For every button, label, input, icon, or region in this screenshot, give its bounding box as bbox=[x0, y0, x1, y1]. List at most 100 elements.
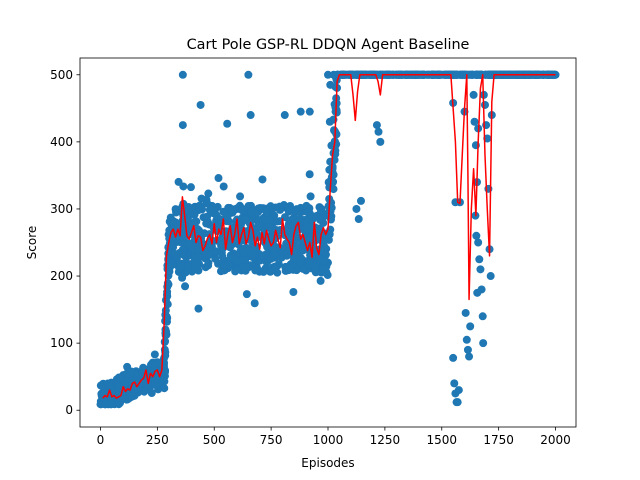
scatter-point bbox=[140, 387, 149, 396]
x-axis-label: Episodes bbox=[301, 456, 354, 470]
scatter-point bbox=[352, 204, 361, 213]
scatter-point bbox=[101, 400, 110, 409]
scatter-point bbox=[319, 246, 328, 255]
axes-frame bbox=[79, 57, 577, 428]
scatter-point bbox=[474, 238, 483, 247]
scatter-point bbox=[465, 352, 474, 361]
scatter-point bbox=[472, 70, 481, 79]
scatter-point bbox=[212, 211, 221, 220]
scatter-point bbox=[324, 70, 332, 79]
scatter-point bbox=[178, 70, 187, 79]
scatter-point bbox=[122, 370, 131, 379]
x-tick-label: 1000 bbox=[313, 433, 344, 447]
x-tick-label: 1250 bbox=[370, 433, 401, 447]
scatter-point bbox=[166, 213, 175, 222]
scatter-point bbox=[120, 379, 129, 388]
scatter-point bbox=[202, 219, 211, 228]
y-tick-label: 200 bbox=[50, 269, 73, 283]
scatter-point bbox=[161, 306, 170, 315]
scatter-point bbox=[167, 260, 176, 269]
scatter-point bbox=[183, 267, 192, 276]
scatter-point bbox=[329, 70, 338, 79]
scatter-point bbox=[161, 337, 170, 346]
scatter-point bbox=[196, 202, 205, 211]
x-tick-label: 1750 bbox=[483, 433, 514, 447]
scatter-point bbox=[258, 175, 267, 184]
scatter-point bbox=[174, 177, 183, 186]
axis-ticks: 0 250 500 750 1000 1250 1500 1750 2000 0 100 200 300… bbox=[50, 68, 571, 447]
scatter-point bbox=[453, 70, 462, 79]
scatter-point bbox=[238, 206, 247, 215]
scatter-point bbox=[472, 231, 481, 240]
scatter-point bbox=[246, 111, 255, 120]
scatter-point bbox=[461, 308, 470, 317]
x-tick-label: 0 bbox=[97, 433, 105, 447]
scatter-point bbox=[178, 245, 187, 254]
scatter-point bbox=[453, 398, 462, 407]
scatter-point bbox=[449, 353, 458, 362]
scatter-point bbox=[150, 350, 159, 359]
x-tick-label: 2000 bbox=[540, 433, 571, 447]
scatter-point bbox=[284, 222, 293, 231]
scatter-point bbox=[161, 367, 170, 376]
scatter-point bbox=[256, 203, 265, 212]
scatter-point bbox=[219, 182, 228, 191]
scatter-point bbox=[240, 248, 249, 257]
y-axis-label: Score bbox=[25, 226, 39, 260]
scatter-point bbox=[263, 242, 272, 251]
scatter-point bbox=[469, 90, 478, 99]
scatter-point bbox=[248, 252, 257, 261]
scatter-point bbox=[177, 238, 186, 247]
scatter-point bbox=[265, 223, 274, 232]
scatter-point bbox=[160, 384, 169, 393]
plot-area bbox=[96, 70, 560, 409]
scatter-point bbox=[293, 207, 302, 216]
scatter-point bbox=[305, 107, 314, 116]
scatter-point bbox=[218, 263, 227, 272]
scatter-point bbox=[202, 213, 211, 222]
scatter-point bbox=[316, 276, 325, 285]
x-tick-label: 250 bbox=[146, 433, 169, 447]
scatter-point bbox=[223, 119, 232, 128]
scatter-point bbox=[204, 189, 213, 198]
scatter-point bbox=[171, 206, 180, 215]
scatter-point bbox=[280, 111, 289, 120]
scatter-point bbox=[296, 257, 305, 266]
scatter-point bbox=[242, 290, 251, 299]
scatter-point bbox=[258, 251, 267, 260]
scatter-point bbox=[154, 359, 163, 368]
scatter-point bbox=[466, 322, 475, 331]
scatter-point bbox=[462, 335, 471, 344]
scatter-point bbox=[372, 121, 381, 130]
scatter-point bbox=[488, 70, 497, 79]
scatter-point bbox=[302, 201, 311, 210]
scatter-point bbox=[265, 215, 274, 224]
scatter-point bbox=[163, 314, 172, 323]
scatter-point bbox=[325, 230, 334, 239]
scatter-point bbox=[175, 264, 184, 273]
scatter-point bbox=[305, 256, 314, 265]
scatter-point bbox=[476, 265, 485, 274]
scatter-point bbox=[239, 262, 248, 271]
scatter-point bbox=[317, 206, 326, 215]
x-tick-label: 500 bbox=[203, 433, 226, 447]
scatter-point bbox=[196, 100, 205, 109]
scatter-point bbox=[171, 250, 180, 259]
y-tick-label: 400 bbox=[50, 135, 73, 149]
scatter-point bbox=[107, 400, 116, 409]
scatter-point bbox=[190, 218, 199, 227]
scatter-point bbox=[160, 377, 169, 386]
scatter-point bbox=[463, 345, 472, 354]
y-tick-label: 300 bbox=[50, 202, 73, 216]
scatter-point bbox=[240, 215, 249, 224]
scatter-point bbox=[181, 282, 190, 291]
scatter-point bbox=[320, 257, 329, 266]
scatter-point bbox=[266, 254, 275, 263]
scatter-point bbox=[450, 379, 459, 388]
scatter-point bbox=[185, 239, 194, 248]
scatter-point bbox=[374, 127, 383, 136]
scatter-point bbox=[470, 117, 479, 126]
scatter-point bbox=[289, 258, 298, 267]
